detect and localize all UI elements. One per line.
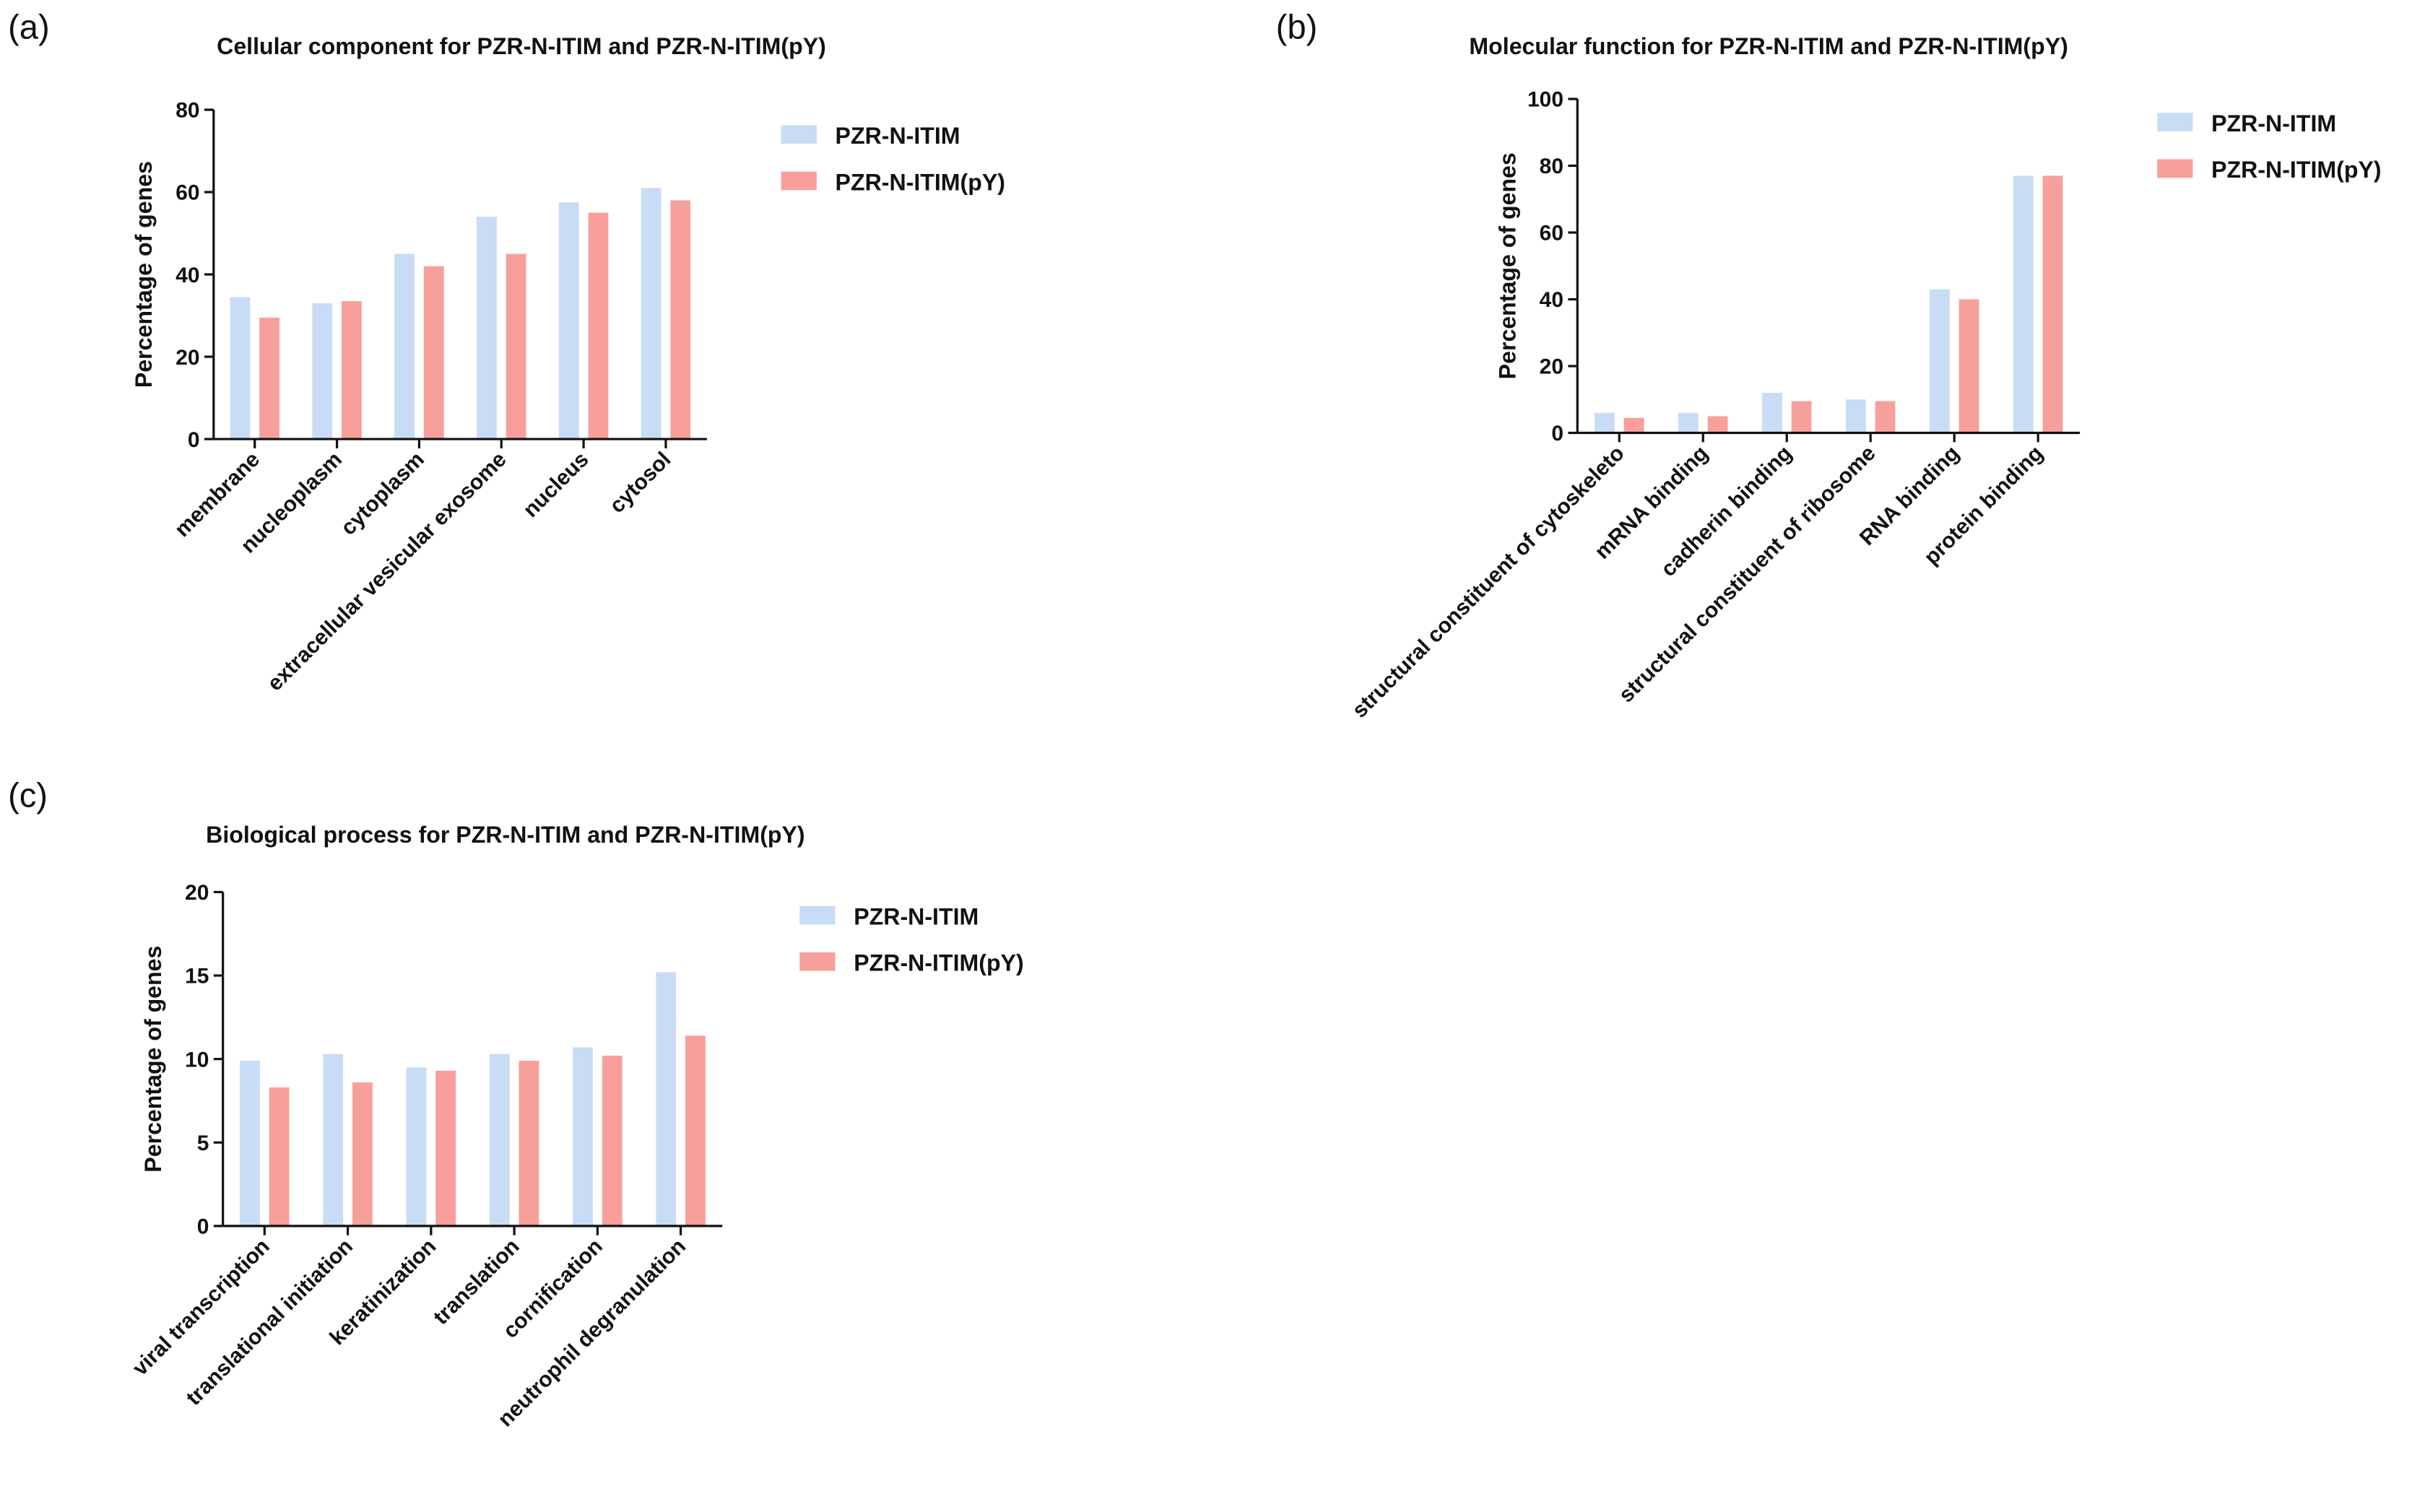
bar	[1595, 412, 1615, 433]
bar	[435, 1070, 456, 1226]
legend-swatch	[2157, 159, 2193, 178]
y-tick-label: 60	[1540, 222, 1563, 246]
legend-label: PZR-N-ITIM(pY)	[854, 950, 1023, 976]
x-tick-label: nucleus	[519, 448, 593, 522]
bar	[573, 1047, 593, 1226]
legend-swatch	[799, 952, 836, 971]
bar	[656, 972, 677, 1226]
legend-swatch	[799, 905, 836, 925]
panel-label: (c)	[8, 776, 48, 814]
bar	[240, 1060, 260, 1226]
bar	[519, 1060, 539, 1226]
y-tick-label: 40	[175, 264, 199, 287]
y-axis-label: Percentage of genes	[1495, 152, 1521, 379]
y-tick-label: 80	[175, 99, 199, 123]
bar	[2013, 175, 2034, 433]
bar	[406, 1067, 427, 1226]
bar	[685, 1035, 706, 1226]
bar	[670, 200, 691, 440]
chart-panel: (c) Biological process for PZR-N-ITIM and…	[8, 776, 1024, 1432]
bar	[323, 1053, 344, 1226]
bar	[2042, 175, 2063, 433]
y-tick-label: 40	[1540, 288, 1563, 312]
y-tick-label: 0	[197, 1215, 209, 1239]
bar	[269, 1087, 290, 1226]
panel-label: (a)	[8, 8, 50, 46]
bar	[1845, 399, 1866, 433]
y-tick-label: 20	[185, 881, 209, 905]
bar	[1791, 401, 1812, 433]
y-tick-label: 80	[1540, 155, 1563, 178]
chart-panel: (b) Molecular function for PZR-N-ITIM and…	[1276, 8, 2382, 723]
bar	[477, 217, 497, 440]
bar	[558, 202, 579, 440]
panel-label: (b)	[1276, 8, 1318, 46]
bar	[423, 266, 444, 440]
legend-label: PZR-N-ITIM(pY)	[836, 169, 1005, 195]
x-tick-label: viral transcription	[129, 1234, 274, 1380]
bar	[489, 1053, 510, 1226]
legend-label: PZR-N-ITIM(pY)	[2211, 157, 2381, 183]
legend-swatch	[2157, 113, 2193, 131]
bar	[342, 301, 362, 440]
y-axis-label: Percentage of genes	[140, 946, 166, 1173]
y-tick-label: 10	[185, 1048, 209, 1072]
x-tick-label: cytosol	[605, 448, 676, 518]
bar	[506, 253, 526, 440]
legend-label: PZR-N-ITIM	[2211, 110, 2336, 136]
bar	[394, 253, 415, 440]
y-tick-label: 15	[185, 965, 209, 989]
x-tick-label: structural constituent of cytoskeleto	[1348, 441, 1629, 723]
y-tick-label: 100	[1527, 88, 1563, 112]
bar	[1929, 289, 1950, 433]
bar	[352, 1082, 373, 1226]
chart-title: Cellular component for PZR-N-ITIM and PZ…	[217, 33, 826, 59]
bar	[1958, 299, 1979, 433]
y-tick-label: 60	[175, 181, 199, 205]
bar	[230, 297, 251, 440]
y-tick-label: 0	[188, 428, 200, 452]
bar	[588, 212, 609, 440]
bar	[641, 188, 661, 440]
y-axis-label: Percentage of genes	[131, 161, 157, 388]
y-tick-label: 20	[175, 346, 199, 370]
chart-title: Biological process for PZR-N-ITIM and PZ…	[206, 822, 804, 848]
legend-label: PZR-N-ITIM	[854, 903, 979, 929]
bar	[1875, 401, 1896, 433]
bar	[1678, 412, 1699, 433]
legend-swatch	[781, 171, 817, 191]
chart-panel: (a) Cellular component for PZR-N-ITIM and…	[8, 8, 1005, 696]
bar	[1707, 416, 1728, 433]
legend-swatch	[781, 125, 817, 144]
bar	[1623, 417, 1644, 433]
bar	[312, 303, 333, 440]
y-tick-label: 0	[1551, 422, 1563, 446]
bar	[602, 1056, 622, 1226]
chart-title: Molecular function for PZR-N-ITIM and PZ…	[1469, 33, 2068, 59]
x-tick-label: translational initiation	[182, 1234, 358, 1410]
y-tick-label: 20	[1540, 355, 1563, 379]
legend-label: PZR-N-ITIM	[836, 123, 960, 149]
y-tick-label: 5	[197, 1131, 209, 1155]
bar	[259, 317, 280, 440]
bar	[1761, 393, 1782, 433]
